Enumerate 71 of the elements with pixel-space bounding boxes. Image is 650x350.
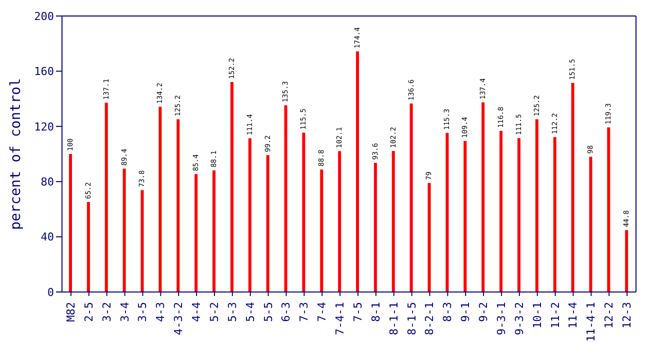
bar [517,138,520,292]
bar [158,106,162,292]
x-tick-label: 9-3-2 [512,302,526,336]
x-tick-label: M82 [64,302,78,322]
x-tick-label: 5-3 [226,302,239,322]
x-tick-label: 3-5 [136,302,150,322]
x-tick-label: 4-3-2 [172,302,186,336]
x-tick-label: 7-4-1 [334,302,347,336]
x-tick-label: 8-1-1 [387,302,400,336]
x-tick-label: 7-5 [351,302,364,322]
bar [212,170,216,292]
bar [428,182,431,292]
bar [464,141,467,292]
x-tick-label: 7-3 [298,302,311,322]
x-tick-label: 2-5 [82,302,96,322]
x-tick-label: 11-4-1 [584,302,598,342]
bar [625,230,628,292]
x-tick-label: 5-4 [244,302,257,322]
x-tick-label: 6-3 [280,302,293,322]
x-tick-label: 5-5 [262,302,275,322]
bar [338,151,342,292]
x-tick-label: 9-3-1 [494,302,508,336]
x-tick-label: 8-3 [441,302,454,322]
bar [140,190,144,292]
y-axis-title: percent of control [8,78,24,230]
x-tick-label: 8-1-5 [405,302,418,336]
bar [69,154,72,292]
bar [374,162,377,292]
bar [266,155,270,292]
bar [500,130,502,292]
x-tick-label: 8-2-1 [423,302,436,336]
bar [392,150,395,292]
x-tick-label: 4-4 [190,302,204,322]
bar [589,156,592,292]
y-tick-label: 0 [47,286,54,299]
y-tick-label: 160 [34,65,54,78]
x-tick-label: 10-1 [530,302,544,328]
x-tick-label: 3-4 [118,302,132,322]
x-tick-label: 11-4 [566,302,580,328]
bar [410,103,413,292]
y-tick-label: 200 [34,10,54,23]
bar [607,127,610,292]
x-tick-label: 8-1 [369,302,382,322]
x-tick-label: 5-2 [208,302,221,322]
bar [302,132,306,292]
bar [553,137,556,292]
bar [122,168,126,292]
bar [104,102,108,292]
bar [571,82,574,292]
bar [446,132,449,292]
x-tick-label: 3-2 [100,302,114,322]
x-tick-label: 12-2 [602,302,616,328]
bar [320,169,324,292]
bar [284,105,288,292]
y-tick-label: 120 [34,120,54,134]
bar [230,82,234,292]
bar [176,119,180,292]
x-tick-label: 11-2 [548,302,562,328]
bar [535,119,538,292]
y-tick-label: 40 [40,230,54,244]
x-tick-label: 9-2 [477,302,490,322]
bar [356,51,359,292]
bar [482,102,485,292]
bar [248,138,252,292]
x-tick-label: 12-3 [620,302,634,328]
x-tick-label: 7-4 [316,302,329,322]
x-tick-label: 4-3 [154,302,168,322]
bar [194,174,198,292]
bar [86,202,90,292]
y-tick-label: 80 [40,176,54,189]
x-tick-label: 9-1 [459,302,472,322]
